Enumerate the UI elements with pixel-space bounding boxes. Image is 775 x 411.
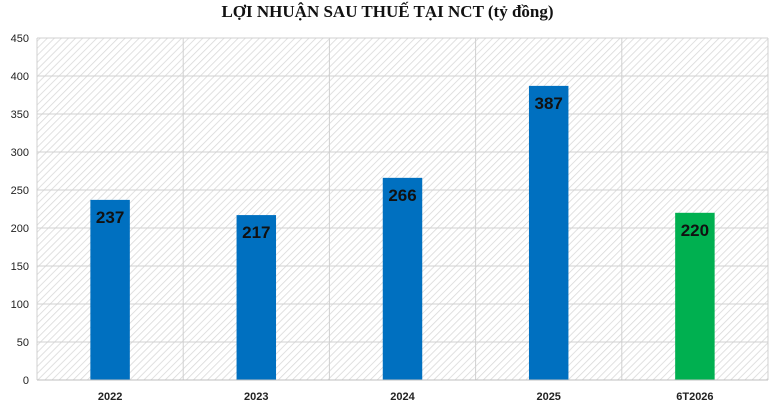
x-tick-label: 2022 xyxy=(98,391,122,403)
y-tick-label: 350 xyxy=(11,109,29,121)
bar-2025 xyxy=(528,85,569,380)
y-tick-label: 450 xyxy=(11,33,29,45)
x-tick-label: 2023 xyxy=(244,391,268,403)
y-tick-label: 150 xyxy=(11,261,29,273)
data-label: 220 xyxy=(681,221,709,240)
x-tick-label: 6T2026 xyxy=(676,391,713,403)
y-tick-label: 100 xyxy=(11,299,29,311)
bar-6T2026 xyxy=(675,212,715,380)
x-axis-ticks: 2022 2023 2024 2025 6T2026 xyxy=(98,391,714,403)
bars xyxy=(90,85,715,380)
y-axis-ticks: 0 50 100 150 200 250 300 350 400 450 xyxy=(11,33,29,387)
bar-2024 xyxy=(382,177,423,380)
x-tick-label: 2024 xyxy=(390,391,415,403)
y-tick-label: 50 xyxy=(17,337,29,349)
y-tick-label: 250 xyxy=(11,185,29,197)
bar-2022 xyxy=(90,199,130,380)
data-label: 387 xyxy=(535,94,563,113)
y-tick-label: 200 xyxy=(11,223,29,235)
data-label: 237 xyxy=(96,208,124,227)
y-tick-label: 300 xyxy=(11,147,29,159)
data-label: 266 xyxy=(388,186,416,205)
data-labels: 237 217 266 387 220 xyxy=(96,94,709,242)
bar-2023 xyxy=(236,215,277,380)
y-tick-label: 400 xyxy=(11,71,29,83)
y-tick-label: 0 xyxy=(23,375,29,387)
chart-title: LỢI NHUẬN SAU THUẾ TẠI NCT (tỷ đồng) xyxy=(221,2,554,21)
data-label: 217 xyxy=(242,223,270,242)
x-tick-label: 2025 xyxy=(536,391,560,403)
